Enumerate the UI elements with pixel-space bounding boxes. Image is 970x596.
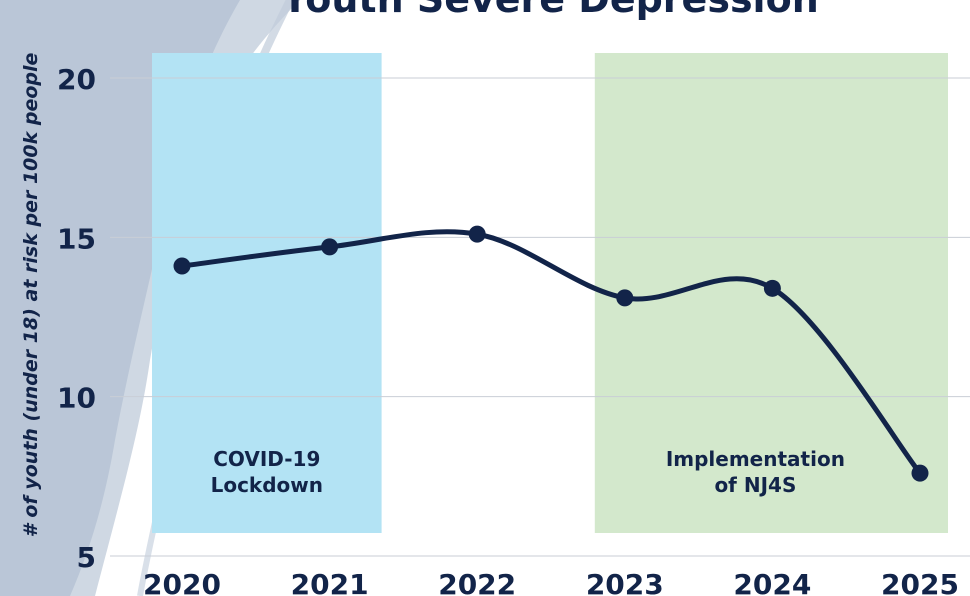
x-tick-labels: 2020 2021 2022 2023 2024 2025 xyxy=(143,568,959,596)
annotation-label: Implementation xyxy=(666,447,845,471)
x-tick-label: 2024 xyxy=(733,568,811,596)
y-tick-label: 10 xyxy=(57,382,96,415)
x-tick-label: 2025 xyxy=(881,568,959,596)
data-point xyxy=(173,257,191,275)
y-tick-label: 20 xyxy=(57,63,96,96)
data-point xyxy=(321,238,339,256)
data-point xyxy=(763,279,781,297)
y-tick-label: 5 xyxy=(77,541,96,574)
gridlines xyxy=(110,77,970,557)
y-tick-labels: 5 10 15 20 xyxy=(57,63,96,574)
annotation-label: COVID-19 xyxy=(213,447,320,471)
series-group xyxy=(173,225,929,482)
x-tick-label: 2023 xyxy=(586,568,664,596)
x-tick-label: 2020 xyxy=(143,568,221,596)
annotation-label: of NJ4S xyxy=(714,473,796,497)
x-tick-label: 2022 xyxy=(438,568,516,596)
series-line xyxy=(179,229,923,476)
data-point xyxy=(911,464,929,482)
data-point xyxy=(468,225,486,243)
y-axis-label: # of youth (under 18) at risk per 100k p… xyxy=(20,52,42,538)
chart-title: Youth Severe Depression xyxy=(200,0,900,22)
annotation-band xyxy=(152,53,382,533)
data-point xyxy=(616,289,634,307)
y-tick-label: 15 xyxy=(57,222,96,255)
x-tick-label: 2021 xyxy=(291,568,369,596)
annotation-label: Lockdown xyxy=(211,473,323,497)
